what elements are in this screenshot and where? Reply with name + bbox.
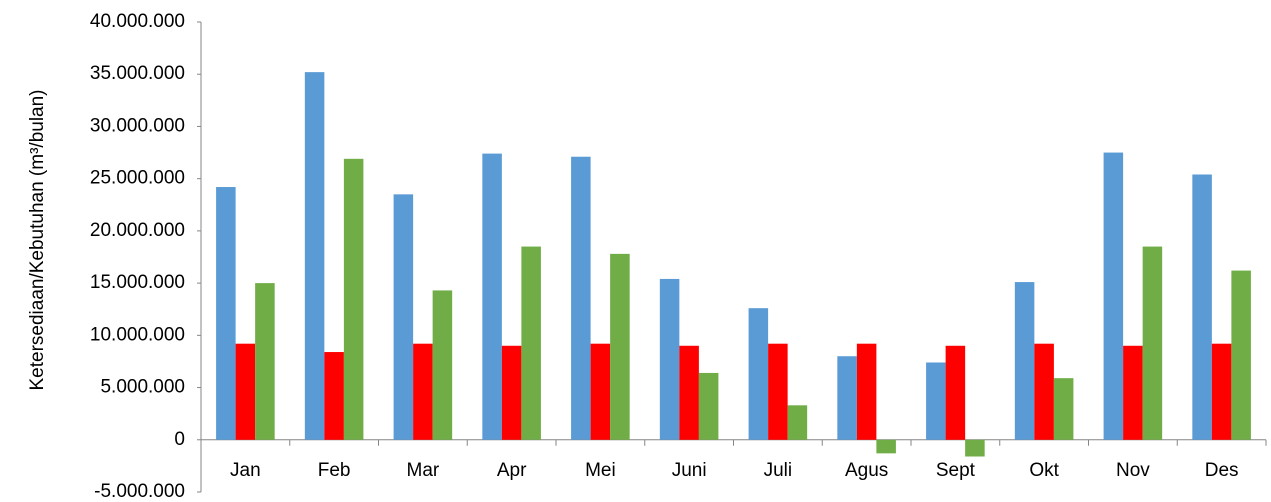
x-tick-label: Apr (497, 460, 527, 481)
bar (748, 308, 769, 440)
bar (521, 246, 541, 440)
bar (216, 187, 236, 440)
bar (324, 352, 344, 440)
bar (1231, 270, 1251, 440)
x-tick-label: Jan (230, 460, 261, 481)
x-tick-label: Mei (585, 460, 616, 481)
y-tick-label: 25.000.000 (90, 168, 185, 189)
bar (926, 362, 946, 440)
x-tick-label: Sept (936, 460, 976, 481)
bar (432, 290, 453, 440)
bar (1034, 343, 1054, 440)
bar (235, 343, 256, 440)
y-tick-label: -5.000.000 (94, 481, 185, 502)
bar (876, 439, 896, 454)
bar (698, 372, 719, 440)
bar (856, 343, 877, 440)
bar (945, 345, 966, 440)
x-tick-label: Okt (1029, 460, 1059, 481)
bar (610, 253, 630, 440)
bar (590, 343, 611, 440)
y-axis-title: Ketersediaan/Kebutuhan (m³/bulan) (27, 89, 48, 390)
y-tick-label: 35.000.000 (90, 63, 185, 84)
bar (255, 283, 275, 440)
x-tick-label: Juni (672, 460, 707, 481)
bar (501, 345, 522, 440)
y-tick-label: 30.000.000 (90, 115, 185, 136)
bar (679, 345, 699, 440)
x-tick-label: Nov (1116, 460, 1150, 481)
x-tick-label: Des (1205, 460, 1239, 481)
bar (1123, 345, 1143, 440)
bar (768, 343, 788, 440)
y-tick-label: 10.000.000 (90, 324, 185, 345)
bar (1014, 282, 1035, 440)
y-tick-label: 40.000.000 (90, 11, 185, 32)
y-tick-label: 5.000.000 (100, 377, 185, 398)
bar (1142, 246, 1163, 440)
bar (1103, 152, 1124, 440)
bar (413, 343, 433, 440)
x-tick-label: Agus (845, 460, 888, 481)
bar (393, 194, 414, 440)
y-tick-label: 0 (174, 429, 185, 450)
x-tick-label: Feb (318, 460, 351, 481)
bar (837, 356, 857, 440)
bar (571, 156, 591, 440)
y-tick-label: 20.000.000 (90, 220, 185, 241)
bar (1053, 378, 1074, 440)
bar (659, 278, 680, 440)
x-tick-label: Juli (764, 460, 793, 481)
x-tick-label: Mar (407, 460, 440, 481)
bar (965, 439, 985, 457)
bar (482, 153, 502, 440)
bar (1192, 174, 1212, 440)
bar (1211, 343, 1232, 440)
bar (343, 158, 364, 440)
y-tick-label: 15.000.000 (90, 272, 185, 293)
bar (304, 72, 325, 440)
bar (787, 405, 808, 440)
